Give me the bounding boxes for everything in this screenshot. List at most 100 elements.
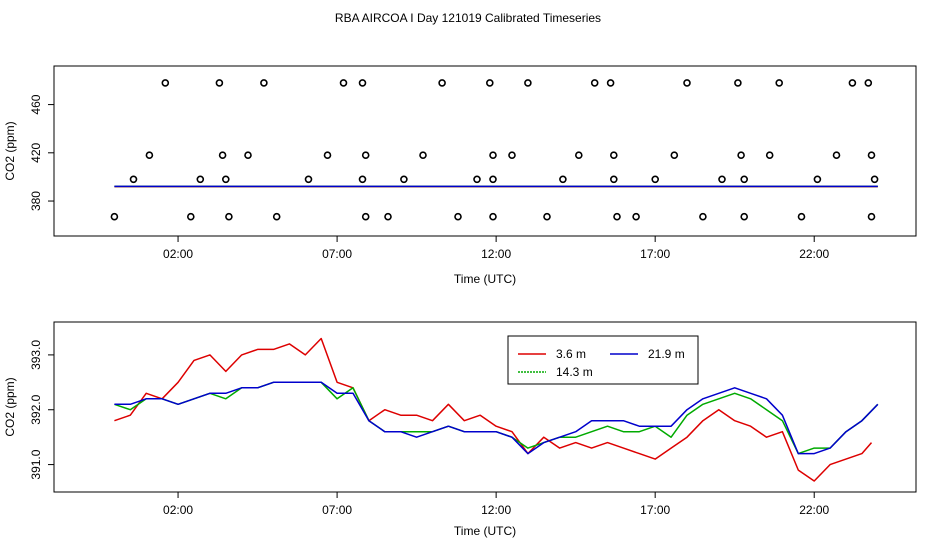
calibration-point (683, 79, 691, 87)
bottom-series-line-3-6-m (114, 337, 873, 482)
calibration-point (848, 79, 857, 87)
bottom-x-tick-label: 07:00 (322, 503, 352, 517)
calibration-point (222, 175, 230, 184)
calibration-point (864, 79, 873, 87)
calibration-point (485, 79, 494, 87)
calibration-point (260, 79, 268, 87)
calibration-point (559, 175, 567, 184)
top-y-axis-label: CO2 (ppm) (3, 121, 17, 180)
calibration-point (323, 151, 332, 159)
bottom-y-tick-label: 393.0 (29, 340, 43, 370)
panel-top: Time (UTC) CO2 (ppm) 02:00 07:00 12:00 17:0… (3, 65, 917, 286)
top-plot-frame (53, 65, 917, 237)
calibration-point (225, 212, 233, 221)
calibration-point (651, 175, 660, 184)
top-y-tick-label: 420 (29, 142, 43, 162)
calibration-point (187, 212, 195, 221)
calibration-point (775, 79, 784, 87)
calibration-point (110, 212, 119, 221)
calibration-point (590, 79, 599, 87)
calibration-point (734, 79, 742, 87)
calibration-point (699, 212, 707, 221)
calibration-point (740, 175, 749, 184)
bottom-x-tick-label: 12:00 (481, 503, 511, 517)
calibration-point (508, 151, 516, 159)
top-x-ticks: 02:00 07:00 12:00 17:00 22:00 (163, 236, 830, 261)
bottom-x-ticks: 02:00 07:00 12:00 17:00 22:00 (163, 492, 830, 517)
calibration-point (358, 175, 367, 184)
bottom-y-tick-label: 391.0 (29, 449, 43, 479)
top-x-tick-label: 07:00 (322, 247, 352, 261)
calibration-point (244, 151, 252, 159)
calibration-point (609, 151, 618, 159)
calibration-point (632, 212, 640, 221)
calibration-point (339, 79, 348, 87)
calibration-point (161, 79, 170, 87)
calibration-point (740, 212, 749, 221)
calibration-point (196, 175, 205, 184)
top-calibration-points (110, 79, 879, 221)
legend-label-21-9m: 21.9 m (648, 347, 685, 361)
calibration-point (737, 151, 745, 159)
calibration-point (867, 151, 876, 159)
bottom-y-axis-label: CO2 (ppm) (3, 377, 17, 436)
calibration-point (613, 212, 621, 221)
top-y-tick-label: 460 (29, 94, 43, 114)
bottom-series-lines (114, 337, 879, 482)
top-x-tick-label: 17:00 (640, 247, 670, 261)
calibration-point (813, 175, 822, 184)
top-x-tick-label: 22:00 (799, 247, 829, 261)
top-y-ticks: 380 420 460 (29, 94, 54, 211)
legend-label-3-6m: 3.6 m (556, 347, 586, 361)
calibration-point (574, 151, 583, 159)
calibration-point (361, 151, 370, 159)
calibration-point (832, 151, 841, 159)
calibration-point (129, 175, 138, 184)
calibration-point (272, 212, 281, 221)
calibration-point (361, 212, 370, 221)
calibration-point (215, 79, 224, 87)
calibration-point (419, 151, 427, 159)
bottom-x-axis-label: Time (UTC) (454, 524, 516, 538)
figure-title: RBA AIRCOA I Day 121019 Calibrated Times… (335, 11, 601, 25)
calibration-point (718, 175, 726, 184)
calibration-point (606, 79, 615, 87)
calibration-point (489, 151, 497, 159)
top-x-tick-label: 02:00 (163, 247, 193, 261)
calibration-point (867, 212, 876, 221)
legend: 3.6 m 21.9 m 14.3 m (507, 335, 699, 385)
calibration-point (473, 175, 481, 184)
calibration-point (543, 212, 551, 221)
calibration-point (797, 212, 806, 221)
top-x-tick-label: 12:00 (481, 247, 511, 261)
legend-label-14-3m: 14.3 m (556, 365, 593, 379)
calibration-point (670, 151, 679, 159)
calibration-point (870, 175, 879, 184)
bottom-x-tick-label: 17:00 (640, 503, 670, 517)
calibration-point (358, 79, 367, 87)
bottom-series-line-21-9-m (114, 381, 879, 455)
top-y-tick-label: 380 (29, 191, 43, 211)
bottom-plot-frame (53, 321, 917, 493)
calibration-point (438, 79, 446, 87)
calibration-point (524, 79, 532, 87)
bottom-y-tick-label: 392.0 (29, 394, 43, 424)
calibration-point (489, 212, 497, 221)
calibration-point (454, 212, 462, 221)
calibration-point (765, 151, 774, 159)
calibration-point (609, 175, 618, 184)
calibration-point (400, 175, 408, 184)
legend-box (507, 335, 699, 385)
bottom-y-ticks: 391.0 392.0 393.0 (29, 340, 54, 480)
bottom-x-tick-label: 22:00 (799, 503, 829, 517)
panel-bottom: Time (UTC) CO2 (ppm) 02:00 07:00 12:00 17:0… (3, 321, 917, 538)
calibration-point (384, 212, 392, 221)
bottom-x-tick-label: 02:00 (163, 503, 193, 517)
calibration-point (218, 151, 227, 159)
calibration-point (304, 175, 313, 184)
calibration-point (145, 151, 154, 159)
top-x-axis-label: Time (UTC) (454, 272, 516, 286)
calibration-point (489, 175, 497, 184)
